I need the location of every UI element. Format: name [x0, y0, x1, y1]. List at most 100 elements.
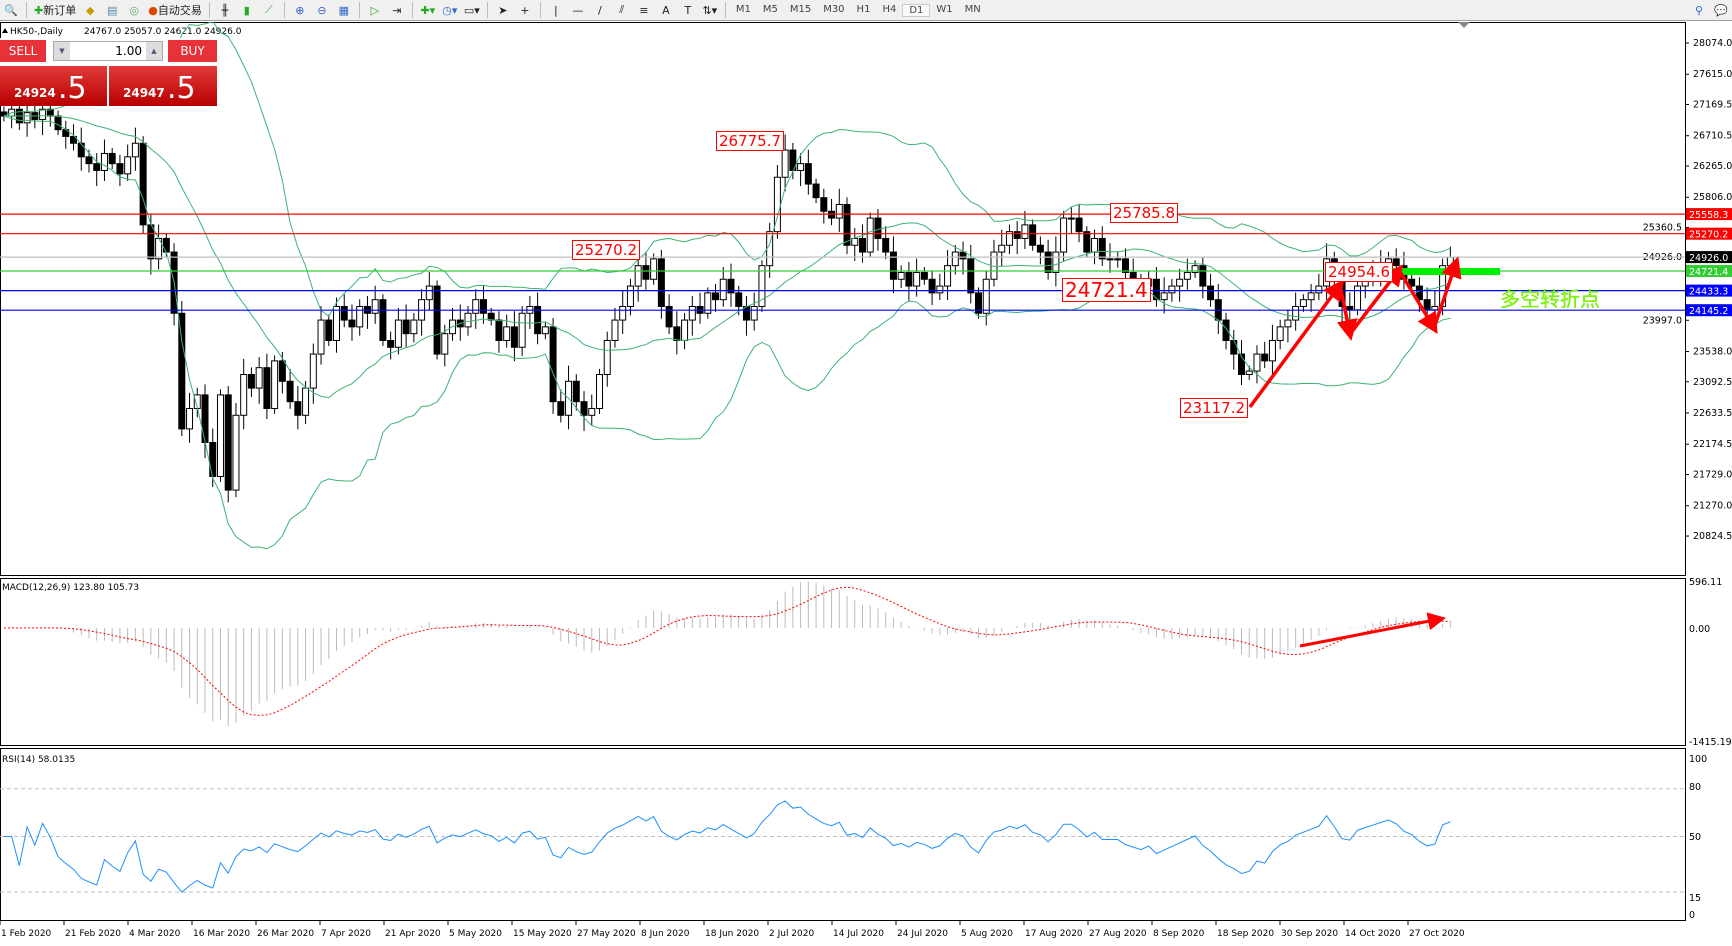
bar-chart-icon[interactable]: ╫ — [221, 3, 229, 17]
candle — [247, 367, 255, 397]
candle — [155, 224, 163, 270]
candle — [1075, 204, 1083, 243]
crosshair-icon[interactable]: + — [520, 3, 530, 17]
navigator-icon[interactable]: ▤ — [107, 3, 118, 17]
timeframe-m30[interactable]: M30 — [823, 3, 845, 15]
candle — [858, 224, 866, 263]
level-tag — [1686, 304, 1732, 317]
candle — [712, 284, 720, 312]
candle — [100, 139, 108, 181]
fibonacci-icon[interactable]: ≡ — [639, 3, 649, 17]
timeframe-m15[interactable]: M15 — [789, 3, 812, 15]
lot-decrease-icon[interactable]: ▼ — [54, 42, 70, 60]
periods-icon[interactable]: ◷▾ — [442, 3, 458, 17]
candle — [255, 357, 263, 404]
templates-icon[interactable]: ▭▾ — [463, 3, 480, 17]
candle-body — [1060, 217, 1068, 253]
trendline-icon[interactable]: / — [597, 3, 602, 17]
chart-ohlc: 24767.0 25057.0 24621.0 24926.0 — [84, 27, 242, 37]
arrows-icon[interactable]: ⇅▾ — [702, 3, 718, 17]
timeframe-h1[interactable]: H1 — [856, 3, 871, 15]
text-label-icon[interactable]: T — [684, 3, 692, 17]
candle — [580, 391, 588, 431]
toolbar: 🔍 ✚ 新订单 ◆ ▤ ◎ ● 自动交易 ╫ ▮ ⟋ ⊕ ⊖ ▦ ▷ ⇥ ✚▾ ◷▾… — [0, 0, 1732, 21]
candle — [394, 307, 402, 355]
text-icon[interactable]: A — [662, 3, 670, 17]
date-label: 16 Mar 2020 — [193, 929, 250, 939]
candle-body — [595, 373, 603, 409]
price-annotation[interactable]: 25785.8 — [1110, 203, 1179, 223]
price-tick-label-bg — [1635, 313, 1683, 327]
search-icon[interactable]: 🔍 — [4, 3, 18, 17]
zoom-out-icon[interactable]: ⊖ — [317, 3, 327, 17]
price-tick-label: 23092.5 — [1693, 377, 1732, 388]
price-annotation[interactable]: 26775.7 — [716, 131, 785, 151]
candle-body — [1431, 305, 1439, 311]
candle — [479, 285, 487, 324]
candle-body — [1222, 319, 1230, 341]
buy-button[interactable]: BUY — [168, 40, 217, 62]
price-annotation[interactable]: 23117.2 — [1180, 398, 1249, 418]
market-watch-icon[interactable]: ◆ — [85, 3, 95, 17]
chat-icon[interactable]: 💬 — [1714, 3, 1728, 17]
tile-windows-icon[interactable]: ▦ — [338, 3, 350, 17]
candle — [472, 289, 480, 329]
trend-arrow — [1397, 269, 1438, 334]
auto-trading-button[interactable]: ● 自动交易 — [148, 3, 202, 18]
candle — [1021, 210, 1029, 250]
line-chart-icon[interactable]: ⟋ — [264, 3, 273, 16]
candle — [433, 280, 441, 360]
timeframe-d1[interactable]: D1 — [902, 3, 931, 17]
horizontal-line-icon[interactable]: — — [572, 3, 584, 17]
level-tag-label: 24721.4 — [1689, 267, 1728, 278]
autoscroll-icon[interactable]: ▷ — [370, 3, 380, 17]
new-order-button[interactable]: ✚ 新订单 — [34, 3, 77, 18]
candle-body — [534, 305, 542, 335]
timeframe-h4[interactable]: H4 — [882, 3, 897, 15]
candle-body — [1152, 278, 1160, 301]
candle — [503, 314, 511, 348]
candle-body — [928, 278, 936, 294]
candle-body — [278, 360, 286, 382]
zoom-in-icon[interactable]: ⊕ — [295, 3, 305, 17]
vertical-line-icon[interactable]: | — [553, 3, 558, 17]
candlestick-icon[interactable]: ▮ — [243, 3, 250, 17]
price-tick-label: 28074.0 — [1693, 38, 1732, 49]
timeframe-mn[interactable]: MN — [964, 3, 981, 15]
candle-body — [1354, 285, 1362, 311]
sell-button[interactable]: SELL — [0, 40, 46, 62]
chart-window[interactable]: HK50-,Daily 24767.0 25057.0 24621.0 24926… — [0, 21, 1732, 942]
timeframe-m5[interactable]: M5 — [762, 3, 778, 15]
sell-price-button[interactable]: 24924.5 — [0, 66, 107, 106]
candle-body — [1292, 305, 1300, 321]
candle-body — [186, 407, 194, 430]
indicators-icon[interactable]: ✚▾ — [420, 3, 436, 17]
lot-value[interactable]: 1.00 — [115, 44, 142, 58]
price-annotation[interactable]: 25270.2 — [572, 240, 641, 260]
price-chart[interactable]: HK50-,Daily 24767.0 25057.0 24621.0 24926… — [0, 21, 1732, 942]
candle — [1052, 236, 1060, 287]
channel-icon[interactable]: ⫽ — [619, 3, 625, 16]
candle-body — [657, 258, 665, 307]
date-label: 27 May 2020 — [577, 929, 636, 939]
price-annotation[interactable]: 24954.6 — [1325, 262, 1394, 282]
date-label: 8 Sep 2020 — [1153, 929, 1205, 939]
chart-shift-icon[interactable]: ⇥ — [392, 3, 402, 17]
candle-body — [959, 251, 967, 260]
lot-size-input[interactable]: ▼ 1.00 ▲ — [53, 41, 163, 61]
candle — [356, 299, 364, 336]
candle-body — [379, 299, 387, 341]
search-icon-right[interactable]: ⚲ — [1694, 3, 1704, 17]
timeframe-m1[interactable]: M1 — [735, 3, 751, 15]
main-pane-frame — [0, 22, 1686, 576]
timeframe-w1[interactable]: W1 — [936, 3, 953, 15]
candle — [541, 321, 549, 340]
collapse-icon — [2, 28, 8, 33]
signal-icon[interactable]: ◎ — [129, 3, 140, 17]
buy-price-button[interactable]: 24947.5 — [109, 66, 217, 106]
rsi-line — [3, 800, 1451, 893]
lot-increase-icon[interactable]: ▲ — [146, 42, 162, 60]
cursor-icon[interactable]: ➤ — [498, 3, 508, 17]
candle-body — [704, 292, 712, 314]
price-annotation[interactable]: 24721.4 — [1062, 278, 1151, 302]
